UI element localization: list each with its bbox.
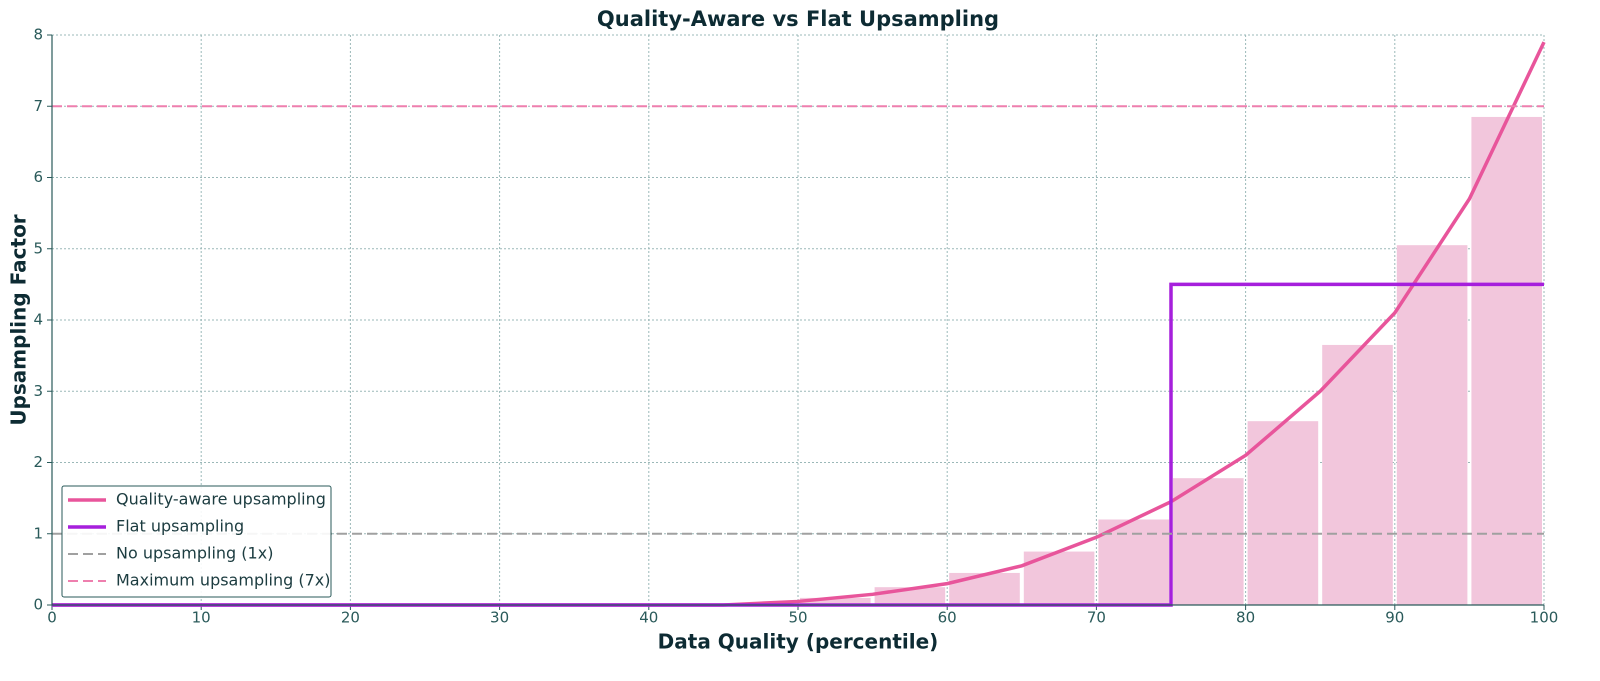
legend-label: No upsampling (1x) (116, 544, 273, 563)
x-tick-label: 30 (490, 609, 509, 627)
legend-box (61, 485, 332, 598)
y-tick-label: 8 (33, 26, 43, 44)
bar (1471, 116, 1542, 605)
legend: Quality-aware upsampling Flat upsampling N… (61, 485, 332, 598)
x-tick-label: 10 (192, 609, 211, 627)
y-tick-label: 3 (33, 382, 43, 400)
chart-title: Quality-Aware vs Flat Upsampling (597, 7, 999, 31)
y-tick-label: 6 (33, 168, 43, 186)
bar (1396, 245, 1468, 605)
y-tick-label: 0 (33, 596, 43, 614)
bar (949, 572, 1020, 605)
x-axis-label: Data Quality (percentile) (658, 630, 939, 654)
x-tick-label: 90 (1385, 609, 1404, 627)
y-axis-label: Upsampling Factor (7, 214, 31, 425)
legend-label: Flat upsampling (116, 517, 244, 536)
x-tick-label: 20 (341, 609, 360, 627)
y-tick-label: 2 (33, 453, 43, 471)
bar (1173, 478, 1244, 605)
x-tick-label: 80 (1236, 609, 1255, 627)
x-tick-label: 0 (47, 609, 57, 627)
legend-label: Maximum upsampling (7x) (116, 571, 331, 590)
x-tick-label: 40 (639, 609, 658, 627)
y-tick-label: 4 (33, 311, 43, 329)
x-tick-label: 60 (938, 609, 957, 627)
x-tick-label: 100 (1530, 609, 1559, 627)
y-tick-label: 1 (33, 524, 43, 542)
bar (1322, 344, 1393, 605)
y-tick-label: 5 (33, 239, 43, 257)
legend-label: Quality-aware upsampling (116, 490, 326, 509)
bar (800, 597, 871, 605)
x-tick-label: 70 (1087, 609, 1106, 627)
bar (1247, 421, 1319, 605)
y-tick-label: 7 (33, 97, 43, 115)
x-tick-label: 50 (788, 609, 807, 627)
